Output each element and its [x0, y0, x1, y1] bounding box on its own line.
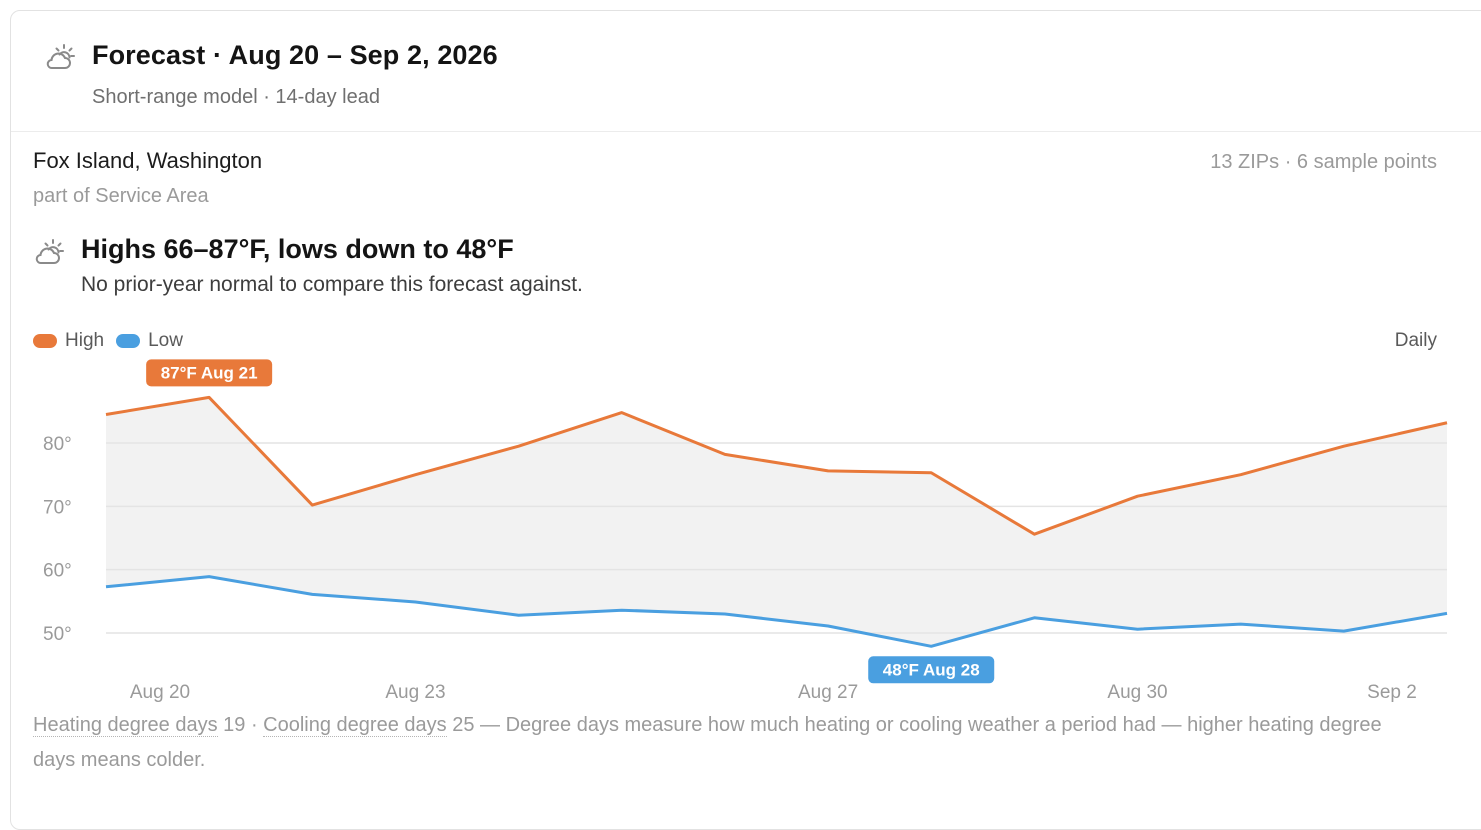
y-tick-label: 50° — [43, 624, 72, 645]
callout-label-low: 48°F Aug 28 — [883, 660, 980, 679]
footer-separator: · — [245, 714, 263, 736]
degree-days-note: Heating degree days 19 · Cooling degree … — [33, 708, 1403, 778]
y-tick-label: 80° — [43, 434, 72, 455]
x-tick-label: Aug 23 — [385, 682, 445, 703]
cdd-value: 25 — [447, 714, 475, 736]
cdd-label[interactable]: Cooling degree days — [263, 714, 446, 737]
x-tick-label: Aug 20 — [130, 682, 190, 703]
x-tick-label: Sep 2 — [1367, 682, 1417, 703]
callout-label-high: 87°F Aug 21 — [161, 363, 258, 382]
y-tick-label: 70° — [43, 497, 72, 518]
hdd-value: 19 — [218, 714, 246, 736]
hdd-label[interactable]: Heating degree days — [33, 714, 218, 737]
x-tick-label: Aug 30 — [1107, 682, 1167, 703]
y-tick-label: 60° — [43, 561, 72, 582]
high-low-band — [106, 397, 1447, 646]
x-tick-label: Aug 27 — [798, 682, 858, 703]
temperature-chart: 80° 70° 60° 50° Aug 20 Aug 23 Aug 27 Aug 30 Sep … — [0, 0, 1481, 710]
